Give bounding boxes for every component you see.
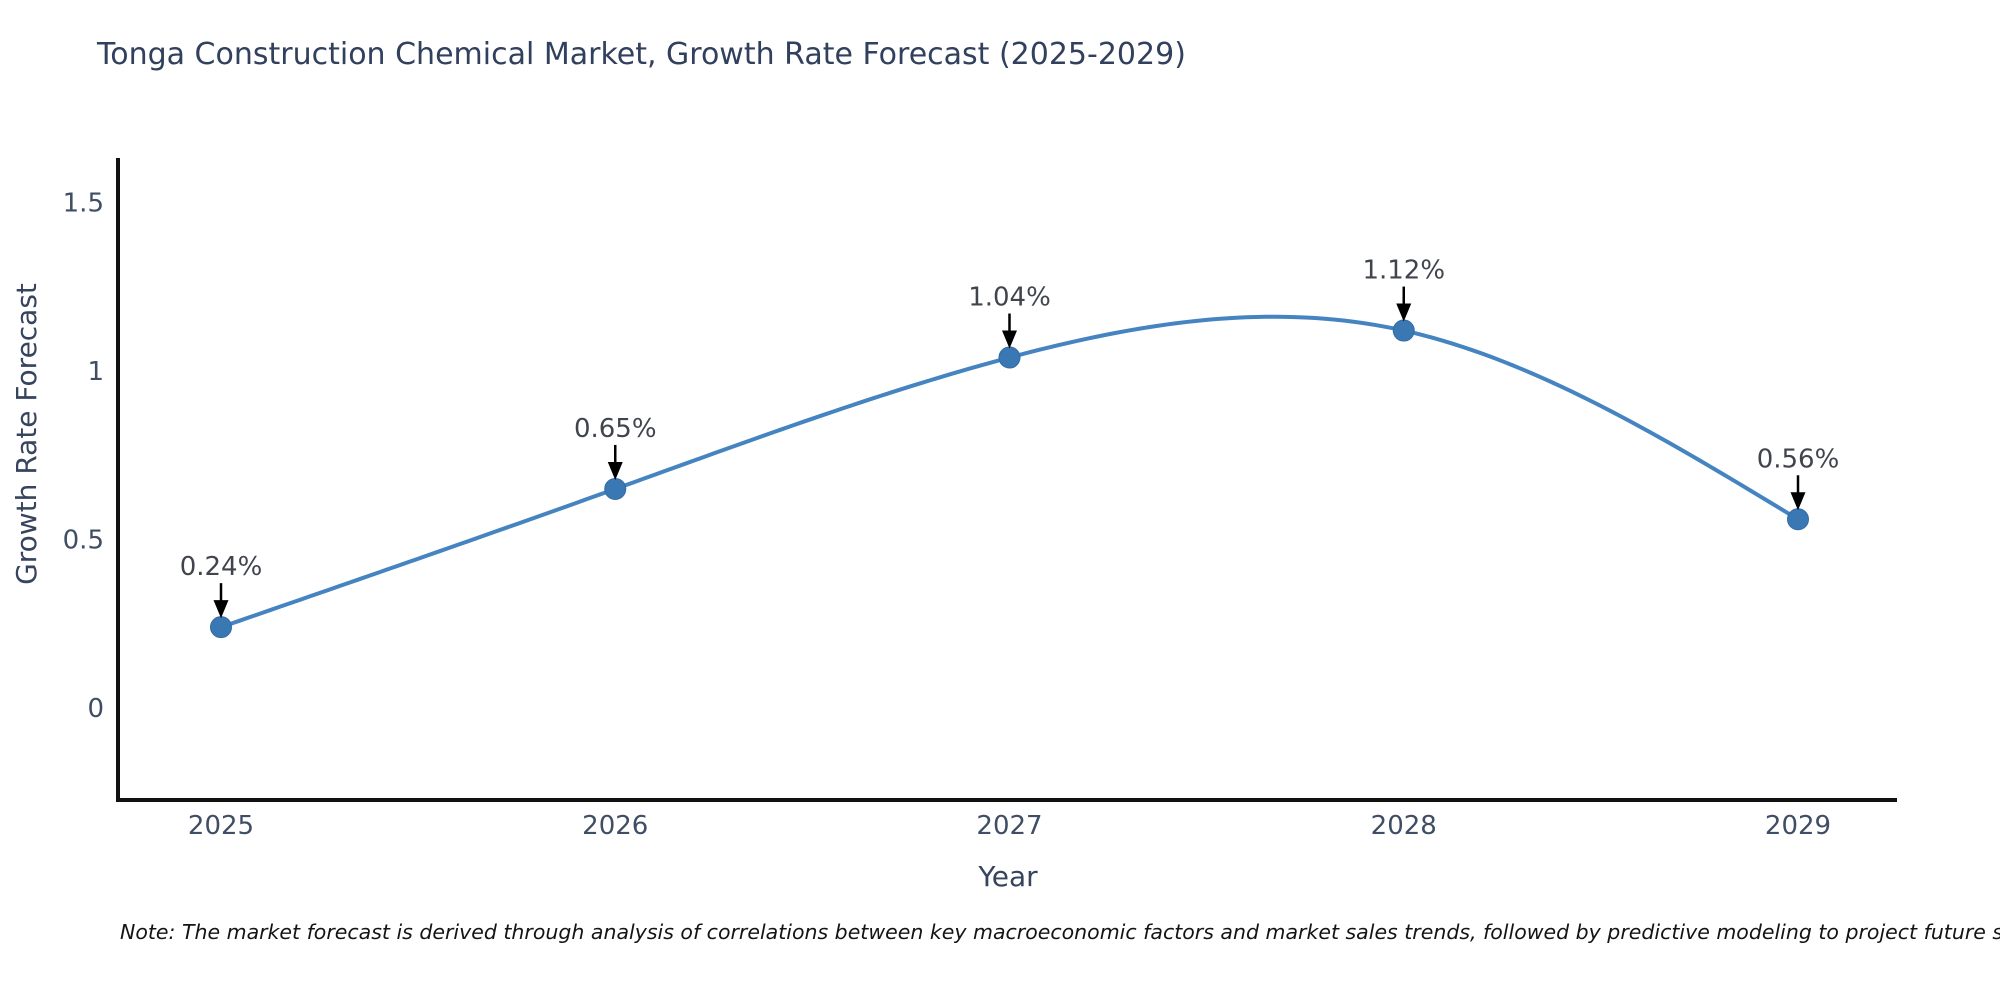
footnote: Note: The market forecast is derived thr… [120,920,2000,944]
data-point-marker [210,616,232,639]
y-tick-label-1_5: 1.5 [63,189,104,219]
data-point-marker [998,346,1021,369]
annotation-label: 0.24% [180,552,263,582]
y-axis-ticks: 0 0.5 1 1.5 [63,189,104,725]
x-tick-label-2025: 2025 [188,811,254,841]
annotation-label: 1.12% [1362,256,1445,286]
x-tick-label-2026: 2026 [582,811,648,841]
annotation-arrow-head [1396,303,1412,322]
annotation-arrow-head [1002,330,1017,349]
annotation-label: 0.56% [1757,444,1840,474]
annotation-label: 1.04% [968,283,1051,313]
axes [116,158,1897,802]
annotation-arrow-head [1790,492,1806,511]
x-tick-label-2029: 2029 [1765,811,1831,841]
y-tick-label-0_5: 0.5 [63,526,104,556]
y-axis-label: Growth Rate Forecast [10,283,43,585]
annotation-label: 0.65% [574,414,657,444]
x-axis-ticks: 2025 2026 2027 2028 2029 [188,811,1831,841]
y-tick-label-1: 1 [87,357,104,387]
annotation-arrow-head [213,600,229,619]
x-axis-label: Year [977,860,1038,893]
x-tick-label-2027: 2027 [976,811,1042,841]
data-point-marker [1392,319,1415,342]
x-tick-label-2028: 2028 [1371,811,1437,841]
data-point-marker [1787,508,1809,531]
annotation-arrow-head [607,461,623,480]
data-point-marker [604,477,627,500]
y-tick-label-0: 0 [87,694,104,724]
chart-title: Tonga Construction Chemical Market, Grow… [96,37,1186,72]
series-layer: 0.24% 0.65% 1.04% 1.12% 0.56% [180,256,1840,639]
